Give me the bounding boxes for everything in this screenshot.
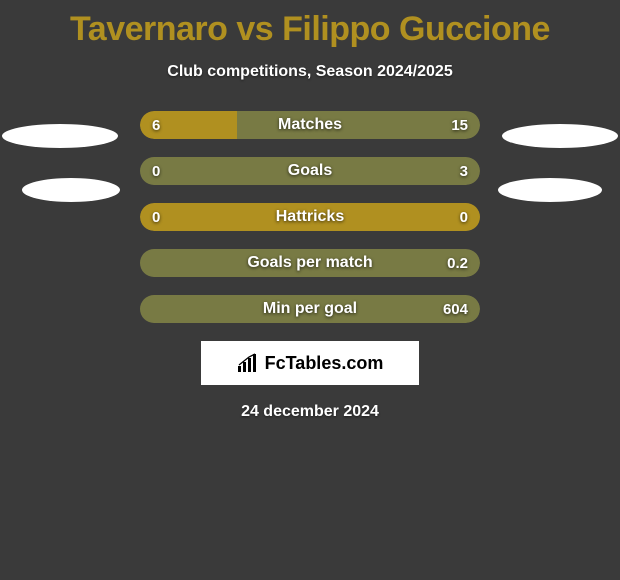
chart-icon: [237, 353, 259, 373]
bar-label: Goals per match: [140, 249, 480, 277]
stat-bar-row: Hattricks0 0: [140, 203, 480, 231]
bar-value-right: 604: [443, 295, 468, 323]
bar-label: Matches: [140, 111, 480, 139]
stat-bar-row: Goals per match0.2: [140, 249, 480, 277]
bar-value-right: 0: [460, 203, 468, 231]
stat-bars: Matches615Goals03Hattricks00Goals per ma…: [140, 111, 480, 323]
logo-text: FcTables.com: [265, 353, 384, 374]
bar-value-left: 6: [152, 111, 160, 139]
date-caption: 24 december 2024: [0, 403, 620, 421]
bar-label: Min per goal: [140, 295, 480, 323]
bar-value-left: 0: [152, 203, 160, 231]
page-title: Tavernaro vs Filippo Guccione: [0, 0, 620, 49]
bar-label: Hattricks: [140, 203, 480, 231]
stat-bar-row: Matches6 15: [140, 111, 480, 139]
decorative-ellipse: [502, 124, 618, 148]
bar-value-right: 3: [460, 157, 468, 185]
stat-bar-row: Goals0 3: [140, 157, 480, 185]
bar-label: Goals: [140, 157, 480, 185]
bar-value-left: 0: [152, 157, 160, 185]
stat-bar-row: Min per goal604: [140, 295, 480, 323]
decorative-ellipse: [22, 178, 120, 202]
decorative-ellipse: [498, 178, 602, 202]
decorative-ellipse: [2, 124, 118, 148]
logo: FcTables.com: [201, 341, 419, 385]
subtitle: Club competitions, Season 2024/2025: [0, 63, 620, 81]
bar-value-right: 0.2: [447, 249, 468, 277]
bar-value-right: 15: [451, 111, 468, 139]
